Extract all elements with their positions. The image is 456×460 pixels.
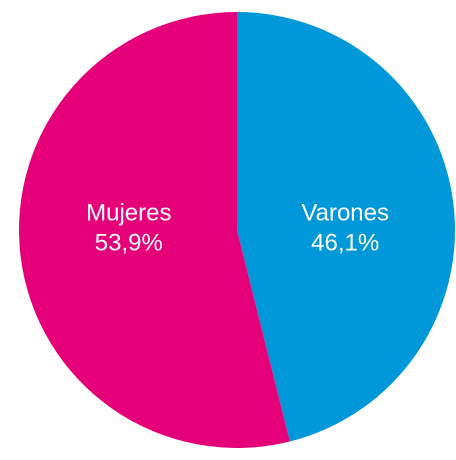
slice-value-label: 53,9% bbox=[95, 229, 163, 256]
slice-category-label: Mujeres bbox=[86, 199, 171, 226]
pie-slice bbox=[237, 12, 455, 442]
pie-slice bbox=[18, 12, 290, 449]
slice-value-label: 46,1% bbox=[311, 229, 379, 256]
slice-category-label: Varones bbox=[301, 199, 389, 226]
